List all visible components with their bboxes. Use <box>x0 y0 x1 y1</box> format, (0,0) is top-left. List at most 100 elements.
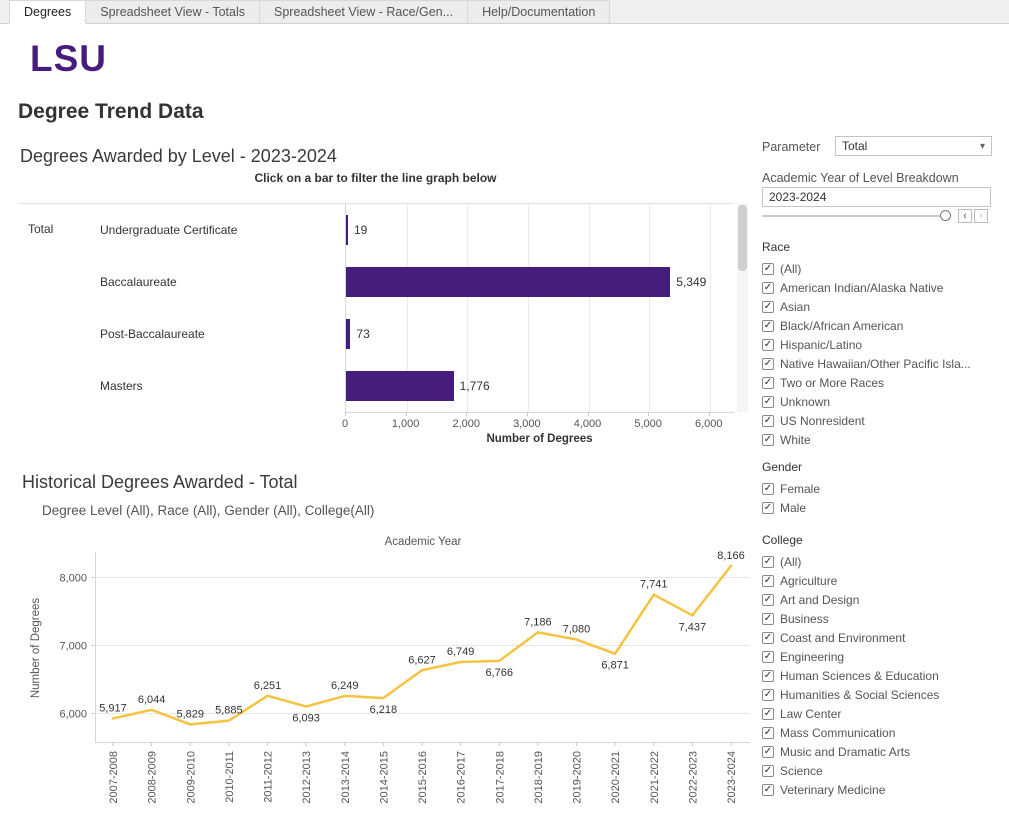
race-checkbox-row[interactable]: ✓ American Indian/Alaska Native <box>762 278 971 297</box>
college-checkbox-row[interactable]: ✓ Business <box>762 609 939 628</box>
race-checkbox-row[interactable]: ✓ US Nonresident <box>762 411 971 430</box>
x-tick-label: 0 <box>341 418 349 430</box>
gender-checkbox-row[interactable]: ✓ Female <box>762 479 820 498</box>
slider-prev-button[interactable]: ‹ <box>958 209 972 223</box>
college-checkbox-row[interactable]: ✓ Mass Communication <box>762 723 939 742</box>
checkbox-checked-icon[interactable]: ✓ <box>762 262 774 275</box>
college-checkbox-row[interactable]: ✓ Art and Design <box>762 590 939 609</box>
point-label: 5,885 <box>215 705 243 717</box>
race-checkbox-row[interactable]: ✓ Two or More Races <box>762 373 971 392</box>
race-checkbox-row[interactable]: ✓ Native Hawaiian/Other Pacific Isla... <box>762 354 971 373</box>
college-checkbox-row[interactable]: ✓ Human Sciences & Education <box>762 666 939 685</box>
checkbox-checked-icon[interactable]: ✓ <box>762 482 774 495</box>
race-checkbox-row[interactable]: ✓ (All) <box>762 259 971 278</box>
x-tick <box>648 412 650 416</box>
tab-help-documentation[interactable]: Help/Documentation <box>467 0 611 23</box>
checkbox-checked-icon[interactable]: ✓ <box>762 726 774 739</box>
checkbox-checked-icon[interactable]: ✓ <box>762 501 774 514</box>
checkbox-checked-icon[interactable]: ✓ <box>762 764 774 777</box>
y-tick-label: 6,000 <box>59 709 87 721</box>
checkbox-label: Veterinary Medicine <box>780 782 886 797</box>
trend-line[interactable] <box>111 564 733 726</box>
bar-baccalaureate[interactable] <box>346 267 671 297</box>
checkbox-checked-icon[interactable]: ✓ <box>762 319 774 332</box>
college-checkbox-row[interactable]: ✓ (All) <box>762 552 939 571</box>
x-tick-label: 3,000 <box>513 418 541 430</box>
checkbox-checked-icon[interactable]: ✓ <box>762 281 774 294</box>
college-checkbox-row[interactable]: ✓ Engineering <box>762 647 939 666</box>
college-checkbox-row[interactable]: ✓ Coast and Environment <box>762 628 939 647</box>
checkbox-label: Native Hawaiian/Other Pacific Isla... <box>780 356 971 371</box>
race-checkbox-row[interactable]: ✓ White <box>762 430 971 449</box>
race-checkbox-row[interactable]: ✓ Hispanic/Latino <box>762 335 971 354</box>
college-checkbox-row[interactable]: ✓ Humanities & Social Sciences <box>762 685 939 704</box>
checkbox-label: (All) <box>780 554 802 569</box>
checkbox-label: Art and Design <box>780 592 860 607</box>
bar-undergraduate-certificate[interactable] <box>346 215 348 245</box>
x-tick <box>405 412 407 416</box>
bar-masters[interactable] <box>346 371 454 401</box>
college-checkbox-row[interactable]: ✓ Science <box>762 761 939 780</box>
college-checkbox-row[interactable]: ✓ Veterinary Medicine <box>762 780 939 799</box>
x-tick-label: 2015-2016 <box>417 751 429 804</box>
checkbox-checked-icon[interactable]: ✓ <box>762 357 774 370</box>
checkbox-checked-icon[interactable]: ✓ <box>762 593 774 606</box>
checkbox-label: Female <box>780 481 821 496</box>
checkbox-checked-icon[interactable]: ✓ <box>762 669 774 682</box>
college-filter-label: College <box>762 533 803 547</box>
checkbox-label: Music and Dramatic Arts <box>780 744 911 759</box>
college-checkbox-row[interactable]: ✓ Law Center <box>762 704 939 723</box>
race-checkbox-row[interactable]: ✓ Black/African American <box>762 316 971 335</box>
checkbox-checked-icon[interactable]: ✓ <box>762 783 774 796</box>
gender-checkbox-row[interactable]: ✓ Male <box>762 498 820 517</box>
scrollbar-thumb[interactable] <box>738 205 747 271</box>
parameter-label: Parameter <box>762 140 821 154</box>
bar-xaxis-title: Number of Degrees <box>486 433 593 445</box>
point-label: 7,741 <box>640 579 668 591</box>
college-checkbox-row[interactable]: ✓ Agriculture <box>762 571 939 590</box>
point-label: 5,829 <box>176 708 204 720</box>
gridline <box>649 204 651 412</box>
gridline <box>527 204 529 412</box>
tab-spreadsheet-view-totals[interactable]: Spreadsheet View - Totals <box>85 0 261 23</box>
checkbox-checked-icon[interactable]: ✓ <box>762 707 774 720</box>
checkbox-checked-icon[interactable]: ✓ <box>762 612 774 625</box>
x-tick <box>466 412 468 416</box>
bar-chart-scrollbar[interactable] <box>737 203 748 412</box>
x-tick-label: 1,000 <box>391 418 420 430</box>
gridline <box>406 204 408 412</box>
checkbox-label: Science <box>780 763 823 778</box>
checkbox-checked-icon[interactable]: ✓ <box>762 555 774 568</box>
point-label: 5,917 <box>99 702 127 714</box>
checkbox-checked-icon[interactable]: ✓ <box>762 376 774 389</box>
checkbox-checked-icon[interactable]: ✓ <box>762 688 774 701</box>
line-chart[interactable]: 6,000 7,000 8,000 2007-2008 2008-2009 2009-20… <box>40 548 755 820</box>
checkbox-checked-icon[interactable]: ✓ <box>762 338 774 351</box>
race-checkbox-row[interactable]: ✓ Unknown <box>762 392 971 411</box>
slider-handle[interactable] <box>940 210 951 221</box>
checkbox-checked-icon[interactable]: ✓ <box>762 433 774 446</box>
checkbox-checked-icon[interactable]: ✓ <box>762 650 774 663</box>
checkbox-checked-icon[interactable]: ✓ <box>762 574 774 587</box>
college-checkbox-row[interactable]: ✓ Music and Dramatic Arts <box>762 742 939 761</box>
x-tick-label: 2010-2011 <box>224 751 236 803</box>
checkbox-checked-icon[interactable]: ✓ <box>762 414 774 427</box>
checkbox-checked-icon[interactable]: ✓ <box>762 631 774 644</box>
bar-post-baccalaureate[interactable] <box>346 319 351 349</box>
bar-value-label: 1,776 <box>459 379 490 393</box>
tab-spreadsheet-view-race-gen[interactable]: Spreadsheet View - Race/Gen... <box>259 0 469 23</box>
tab-degrees[interactable]: Degrees <box>9 0 87 24</box>
checkbox-checked-icon[interactable]: ✓ <box>762 300 774 313</box>
x-tick-label: 2,000 <box>452 418 481 430</box>
bar-category-labels: Undergraduate Certificate Baccalaureate Po… <box>95 204 345 412</box>
slider-next-button[interactable]: › <box>974 209 988 223</box>
year-filter-input[interactable] <box>762 187 991 207</box>
checkbox-checked-icon[interactable]: ✓ <box>762 745 774 758</box>
checkbox-checked-icon[interactable]: ✓ <box>762 395 774 408</box>
parameter-dropdown[interactable]: Total ▾ <box>835 136 992 156</box>
slider-track[interactable] <box>762 215 950 217</box>
year-slider: ‹ › <box>762 208 991 224</box>
race-checkbox-row[interactable]: ✓ Asian <box>762 297 971 316</box>
checkbox-label: Black/African American <box>780 318 904 333</box>
